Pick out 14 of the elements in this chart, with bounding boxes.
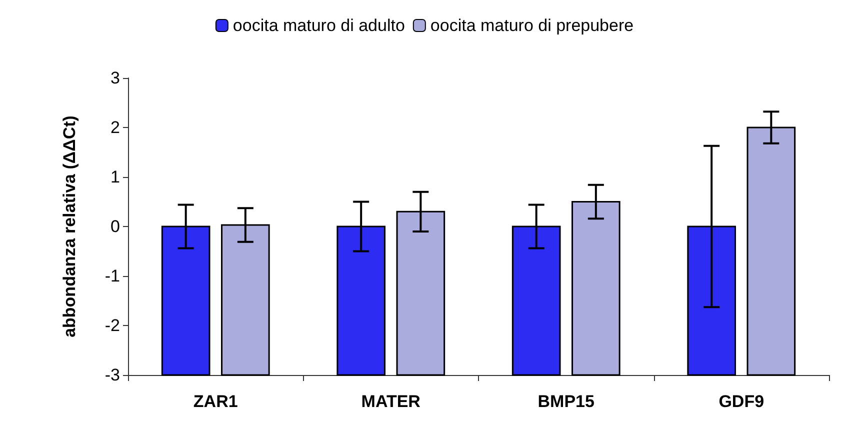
y-tick-label: -2: [104, 316, 120, 335]
x-tick-label: GDF9: [718, 392, 764, 411]
y-tick-label: 2: [110, 118, 120, 137]
x-tick-label: MATER: [361, 392, 420, 411]
y-axis-title: abbondanza relativa (ΔΔCt): [60, 116, 79, 338]
y-tick-label: 1: [110, 168, 120, 186]
y-tick-label: 0: [110, 217, 120, 236]
y-tick-label: -3: [104, 366, 120, 384]
x-tick-label: ZAR1: [193, 392, 238, 411]
y-tick-label: -1: [104, 266, 120, 286]
legend-label: oocita maturo di adulto: [232, 16, 405, 35]
legend-label: oocita maturo di prepubere: [430, 16, 634, 35]
x-tick-label: BMP15: [538, 392, 594, 411]
y-tick-label: 3: [110, 68, 120, 88]
